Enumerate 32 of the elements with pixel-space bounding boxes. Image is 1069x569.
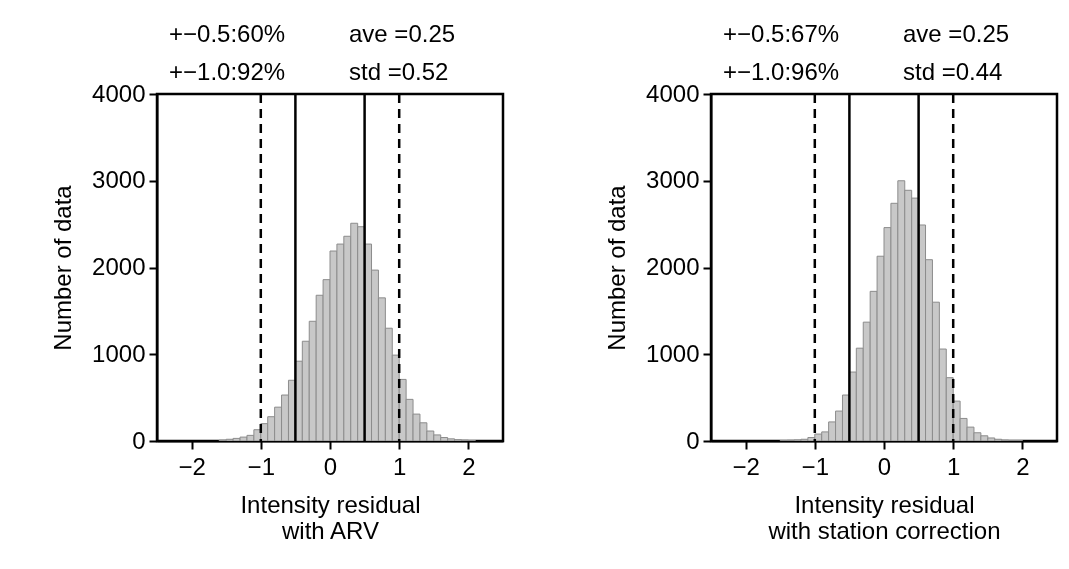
y-tick-label: 1000	[646, 339, 700, 367]
y-tick-label: 0	[132, 426, 146, 454]
y-axis-title: Number of data	[603, 184, 631, 351]
y-tick-label: 4000	[646, 79, 700, 107]
y-tick-label: 2000	[646, 253, 700, 280]
y-tick-label: 1000	[92, 339, 146, 367]
x-tick-label: −1	[801, 452, 829, 480]
y-tick-label: 4000	[92, 79, 146, 107]
y-tick-label: 0	[686, 426, 700, 454]
y-tick-label: 3000	[92, 166, 146, 194]
x-tick-label: 2	[462, 452, 476, 480]
text: +−0.5:67%	[723, 20, 840, 47]
x-tick-label: −2	[732, 452, 760, 480]
y-tick-label: 2000	[92, 253, 146, 280]
x-axis-title: Intensity residual with station correction	[767, 490, 1001, 544]
x-tick-label: −2	[178, 452, 206, 480]
y-tick-label: 3000	[646, 166, 700, 194]
text: ave =0.25	[349, 20, 456, 47]
x-tick-label: 1	[947, 452, 961, 480]
x-tick-label: 0	[877, 452, 892, 480]
text: +−1.0:92%	[169, 58, 286, 85]
x-tick-label: 2	[1016, 452, 1030, 480]
text: +−0.5:60%	[169, 20, 286, 47]
x-axis-title: Intensity residual with ARV	[240, 490, 421, 544]
x-tick-label: 1	[393, 452, 407, 480]
x-tick-label: 0	[323, 452, 338, 480]
text: std =0.44	[903, 58, 1003, 85]
y-axis-title: Number of data	[49, 184, 77, 351]
text: ave =0.25	[903, 20, 1010, 47]
x-tick-label: −1	[247, 452, 275, 480]
text: +−1.0:96%	[723, 58, 840, 85]
text: std =0.52	[349, 58, 449, 85]
